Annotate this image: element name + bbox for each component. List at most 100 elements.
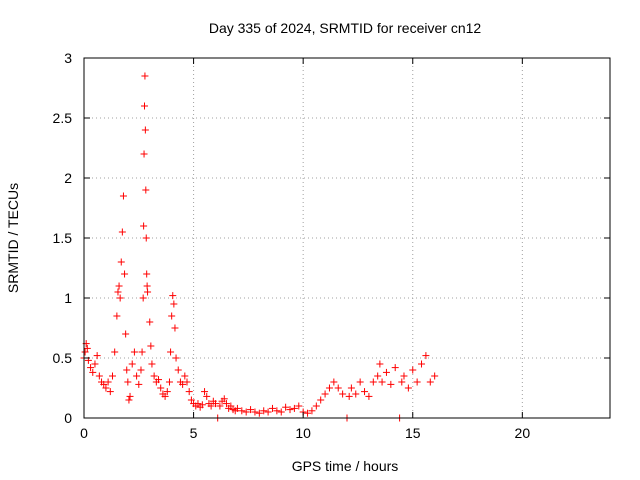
data-point bbox=[108, 372, 116, 380]
data-point bbox=[139, 294, 147, 302]
data-point bbox=[325, 384, 333, 392]
y-tick-label: 0 bbox=[64, 410, 72, 426]
data-point bbox=[117, 258, 125, 266]
data-point bbox=[260, 407, 268, 415]
data-point bbox=[111, 348, 119, 356]
data-point bbox=[141, 126, 149, 134]
grid bbox=[84, 58, 610, 418]
x-tick-label: 15 bbox=[405, 425, 421, 441]
data-point bbox=[187, 396, 195, 404]
data-point bbox=[277, 408, 285, 416]
data-point bbox=[119, 192, 127, 200]
data-point bbox=[140, 150, 148, 158]
data-point bbox=[181, 372, 189, 380]
data-point bbox=[339, 390, 347, 398]
data-point bbox=[369, 378, 377, 386]
data-point bbox=[137, 366, 145, 374]
x-tick-label: 10 bbox=[295, 425, 311, 441]
data-point bbox=[172, 354, 180, 362]
data-point bbox=[247, 406, 255, 414]
data-point bbox=[161, 392, 169, 400]
y-tick-label: 1.5 bbox=[53, 230, 73, 246]
data-point bbox=[194, 400, 202, 408]
data-point bbox=[207, 402, 215, 410]
data-point bbox=[220, 395, 228, 403]
data-point bbox=[100, 380, 108, 388]
data-point bbox=[138, 348, 146, 356]
data-point bbox=[365, 392, 373, 400]
data-point bbox=[312, 402, 320, 410]
data-point bbox=[169, 292, 177, 300]
data-point bbox=[124, 378, 132, 386]
data-point bbox=[95, 372, 103, 380]
data-point bbox=[391, 364, 399, 372]
y-tick-label: 0.5 bbox=[53, 350, 73, 366]
data-point bbox=[352, 390, 360, 398]
data-point bbox=[233, 404, 241, 412]
data-point bbox=[83, 344, 91, 352]
data-point bbox=[216, 402, 224, 410]
data-point bbox=[378, 378, 386, 386]
data-point bbox=[264, 408, 272, 416]
data-point bbox=[167, 348, 175, 356]
data-point bbox=[140, 222, 148, 230]
data-point bbox=[165, 378, 173, 386]
data-point bbox=[183, 378, 191, 386]
x-tick-label: 20 bbox=[515, 425, 531, 441]
data-point bbox=[143, 270, 151, 278]
data-point bbox=[222, 400, 230, 408]
data-point bbox=[106, 388, 114, 396]
data-points bbox=[80, 72, 439, 422]
data-point bbox=[122, 330, 130, 338]
data-point bbox=[144, 288, 152, 296]
data-point bbox=[157, 384, 165, 392]
data-point bbox=[426, 378, 434, 386]
data-point bbox=[89, 368, 97, 376]
data-point bbox=[409, 366, 417, 374]
data-point bbox=[125, 396, 133, 404]
data-point bbox=[81, 348, 89, 356]
data-point bbox=[163, 388, 171, 396]
data-point bbox=[404, 384, 412, 392]
data-point bbox=[201, 388, 209, 396]
data-point bbox=[282, 403, 290, 411]
data-point bbox=[273, 407, 281, 415]
data-point bbox=[143, 282, 151, 290]
data-point bbox=[382, 368, 390, 376]
data-point bbox=[155, 376, 163, 384]
data-point bbox=[330, 378, 338, 386]
data-point bbox=[118, 228, 126, 236]
chart-title: Day 335 of 2024, SRMTID for receiver cn1… bbox=[209, 20, 482, 36]
data-point bbox=[242, 408, 250, 416]
x-tick-label: 0 bbox=[80, 425, 88, 441]
data-point bbox=[113, 312, 121, 320]
data-point bbox=[174, 366, 182, 374]
data-point bbox=[286, 406, 294, 414]
x-tick-label: 5 bbox=[190, 425, 198, 441]
data-point bbox=[304, 409, 312, 417]
data-point bbox=[347, 384, 355, 392]
data-point bbox=[398, 378, 406, 386]
data-point bbox=[170, 300, 178, 308]
data-point bbox=[374, 372, 382, 380]
data-point bbox=[140, 102, 148, 110]
data-point bbox=[321, 390, 329, 398]
data-point bbox=[114, 288, 122, 296]
data-point bbox=[148, 360, 156, 368]
data-point bbox=[142, 234, 150, 242]
data-point bbox=[413, 378, 421, 386]
data-point bbox=[387, 380, 395, 388]
data-point bbox=[334, 384, 342, 392]
x-axis-label: GPS time / hours bbox=[292, 458, 399, 474]
axis-ticks: 0 5 10 15 20 0 0.5 1 1.5 2 2.5 3 bbox=[53, 50, 610, 441]
data-point bbox=[356, 378, 364, 386]
data-point bbox=[142, 186, 150, 194]
y-axis-label: SRMTID / TECUs bbox=[5, 183, 21, 293]
data-point bbox=[198, 401, 206, 409]
data-point bbox=[185, 388, 193, 396]
data-point bbox=[93, 352, 101, 360]
data-point bbox=[345, 392, 353, 400]
data-point bbox=[268, 404, 276, 412]
